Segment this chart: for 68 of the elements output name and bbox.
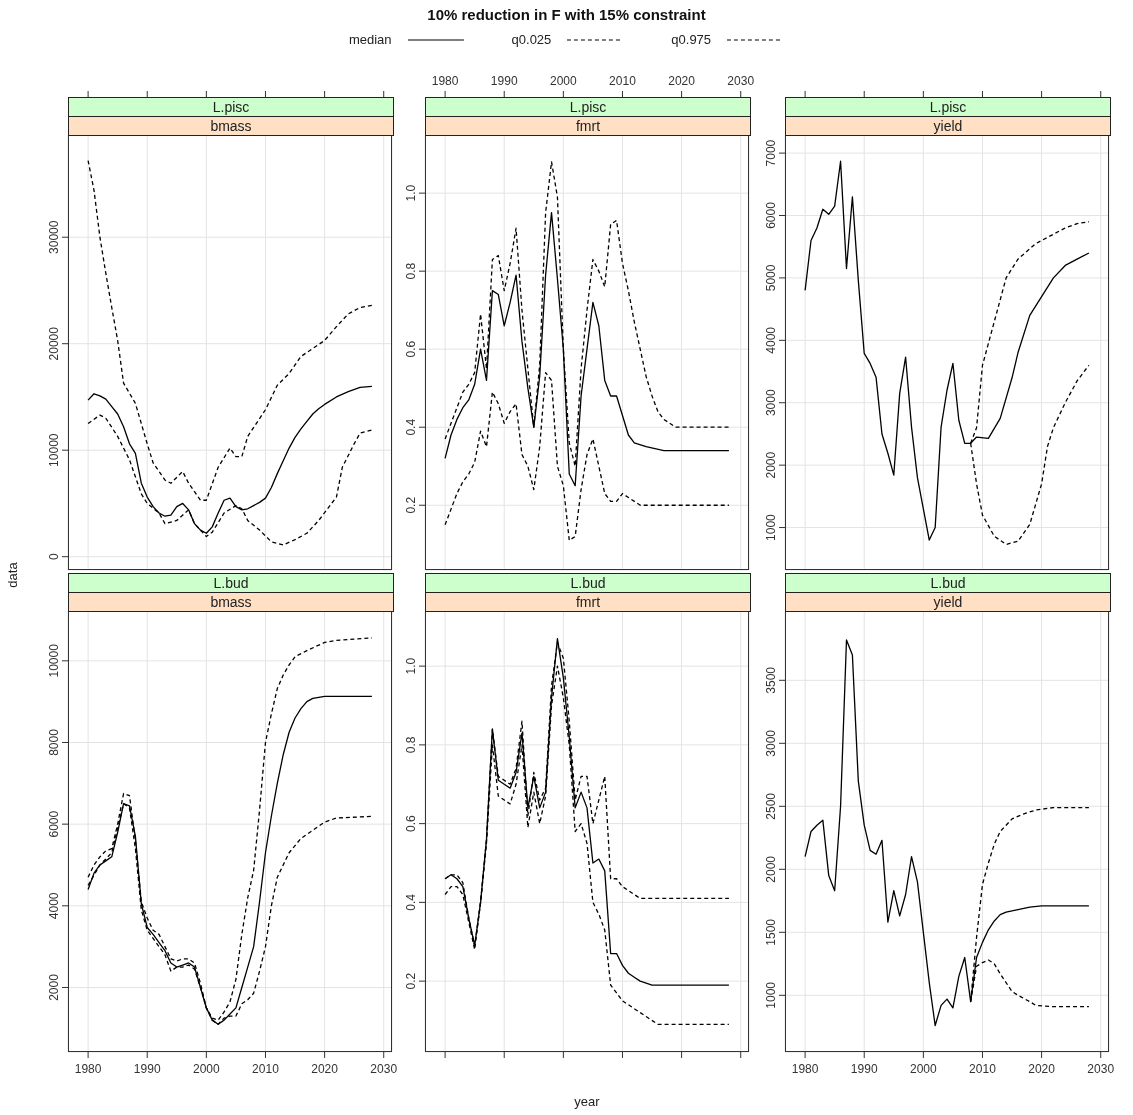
x-tick-label: 1980 [791, 1062, 819, 1076]
y-tick-label: 3000 [764, 389, 778, 417]
chart-subtitle: bmass [68, 592, 394, 612]
y-tick-label: 20000 [47, 326, 61, 361]
y-tick-label: 0.2 [404, 496, 418, 514]
chart-title: L.bud [68, 573, 394, 593]
y-tick-label: 0.4 [404, 418, 418, 436]
y-tick-label: 0.8 [404, 736, 418, 754]
legend-label: median [348, 32, 392, 47]
y-tick-label: 10000 [47, 643, 61, 678]
y-tick-label: 2500 [764, 792, 778, 820]
y-tick-label: 3000 [764, 729, 778, 757]
y-tick-label: 0 [47, 553, 61, 561]
x-tick-label: 2010 [609, 74, 637, 88]
y-tick-label: 1.0 [404, 184, 418, 202]
x-tick-label: 2000 [910, 1062, 938, 1076]
chart-title: L.bud [425, 573, 751, 593]
x-tick-label: 1980 [431, 74, 459, 88]
legend-label: q0.025 [511, 32, 552, 47]
chart-subtitle: yield [785, 116, 1111, 136]
x-tick-label: 2010 [252, 1062, 280, 1076]
chart-title: L.bud [785, 573, 1111, 593]
chart-title: L.pisc [785, 97, 1111, 117]
x-axis-title: year [574, 1094, 600, 1109]
y-axis-title: data [4, 562, 20, 588]
y-tick-label: 4000 [764, 326, 778, 354]
chart-subtitle: bmass [68, 116, 394, 136]
y-tick-label: 30000 [47, 220, 61, 254]
y-tick-label: 10000 [47, 433, 61, 467]
y-tick-label: 6000 [764, 201, 778, 229]
chart-title: L.pisc [425, 97, 751, 117]
chart-title: L.pisc [68, 97, 394, 117]
y-tick-label: 4000 [47, 892, 61, 920]
y-tick-label: 5000 [764, 264, 778, 292]
y-tick-label: 0.4 [404, 893, 418, 911]
x-tick-label: 2020 [1028, 1062, 1056, 1076]
x-tick-label: 2010 [969, 1062, 997, 1076]
chart-subtitle: fmrt [425, 116, 751, 136]
y-tick-label: 7000 [764, 139, 778, 167]
y-tick-label: 1000 [764, 513, 778, 541]
x-tick-label: 2020 [668, 74, 696, 88]
x-tick-label: 1990 [850, 1062, 878, 1076]
x-tick-label: 1990 [133, 1062, 161, 1076]
x-tick-label: 2030 [1087, 1062, 1115, 1076]
y-tick-label: 1000 [764, 981, 778, 1009]
y-tick-label: 1500 [764, 918, 778, 946]
y-tick-label: 2000 [764, 855, 778, 883]
x-tick-label: 2000 [550, 74, 578, 88]
x-tick-label: 1980 [74, 1062, 102, 1076]
x-tick-label: 2030 [370, 1062, 398, 1076]
x-tick-label: 2020 [311, 1062, 339, 1076]
y-tick-label: 0.6 [404, 814, 418, 832]
y-tick-label: 3500 [764, 666, 778, 694]
y-tick-label: 2000 [47, 973, 61, 1001]
x-tick-label: 2000 [193, 1062, 221, 1076]
y-tick-label: 0.8 [404, 262, 418, 280]
y-tick-label: 0.6 [404, 340, 418, 358]
chart-subtitle: fmrt [425, 592, 751, 612]
y-tick-label: 0.2 [404, 972, 418, 990]
y-tick-label: 8000 [47, 728, 61, 756]
text: 10% reduction in F with 15% constraint [426, 6, 707, 23]
y-tick-label: 2000 [764, 451, 778, 479]
legend-label: q0.975 [671, 32, 712, 47]
y-tick-label: 6000 [47, 810, 61, 838]
x-tick-label: 1990 [490, 74, 518, 88]
chart-subtitle: yield [785, 592, 1111, 612]
y-tick-label: 1.0 [404, 657, 418, 675]
x-tick-label: 2030 [727, 74, 755, 88]
